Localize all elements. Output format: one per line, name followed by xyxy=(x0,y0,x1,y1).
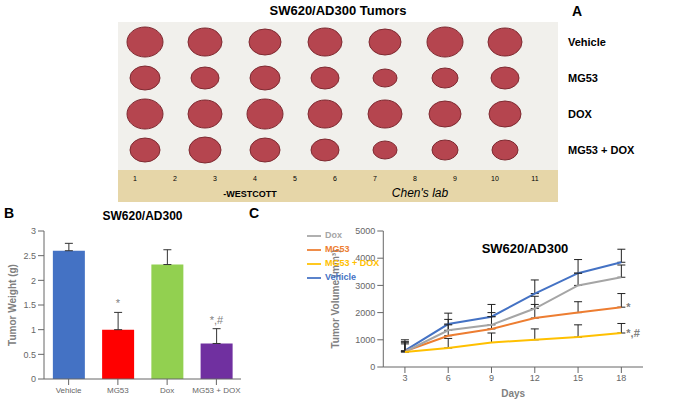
svg-text:10: 10 xyxy=(491,175,499,182)
svg-text:9: 9 xyxy=(453,175,457,182)
svg-text:4000: 4000 xyxy=(355,253,375,263)
svg-text:18: 18 xyxy=(616,373,626,383)
svg-text:*,#: *,# xyxy=(210,314,224,326)
svg-text:2.5: 2.5 xyxy=(23,251,36,261)
svg-text:3: 3 xyxy=(213,175,217,182)
svg-text:0: 0 xyxy=(31,374,36,384)
svg-text:SW620/AD300 Tumors: SW620/AD300 Tumors xyxy=(269,3,406,18)
svg-text:1: 1 xyxy=(31,325,36,335)
svg-text:3000: 3000 xyxy=(355,281,375,291)
svg-text:8: 8 xyxy=(413,175,417,182)
svg-text:4: 4 xyxy=(253,175,257,182)
svg-text:Vehicle: Vehicle xyxy=(56,386,82,395)
svg-text:1: 1 xyxy=(133,175,137,182)
svg-text:3: 3 xyxy=(402,373,407,383)
svg-text:Chen's lab: Chen's lab xyxy=(392,186,449,200)
svg-text:Dox: Dox xyxy=(160,386,174,395)
svg-text:0: 0 xyxy=(370,362,375,372)
svg-text:15: 15 xyxy=(573,373,583,383)
svg-text:3: 3 xyxy=(31,226,36,236)
svg-text:Tumor Weight (g): Tumor Weight (g) xyxy=(7,264,18,346)
svg-text:5000: 5000 xyxy=(355,226,375,236)
svg-text:Vehicle: Vehicle xyxy=(568,36,606,48)
svg-text:6: 6 xyxy=(333,175,337,182)
svg-text:2: 2 xyxy=(173,175,177,182)
svg-text:6: 6 xyxy=(446,373,451,383)
svg-text:5: 5 xyxy=(293,175,297,182)
svg-text:Tumor Volume (mm³): Tumor Volume (mm³) xyxy=(330,249,341,348)
svg-text:12: 12 xyxy=(530,373,540,383)
svg-text:0.5: 0.5 xyxy=(23,350,36,360)
svg-text:*: * xyxy=(116,297,121,309)
svg-text:MG53 + DOX: MG53 + DOX xyxy=(568,144,635,156)
svg-text:2000: 2000 xyxy=(355,308,375,318)
svg-text:1000: 1000 xyxy=(355,335,375,345)
svg-text:7: 7 xyxy=(373,175,377,182)
svg-text:Days: Days xyxy=(501,388,525,399)
svg-text:-WESTCOTT: -WESTCOTT xyxy=(223,189,277,199)
svg-text:2: 2 xyxy=(31,276,36,286)
svg-text:A: A xyxy=(572,3,582,19)
svg-text:*,#: *,# xyxy=(626,327,639,339)
svg-text:*: * xyxy=(626,301,631,313)
svg-text:11: 11 xyxy=(531,175,538,182)
svg-text:MG53: MG53 xyxy=(568,72,598,84)
svg-text:MG53: MG53 xyxy=(107,386,129,395)
svg-text:9: 9 xyxy=(489,373,494,383)
svg-text:MG53 + DOX: MG53 + DOX xyxy=(192,386,241,395)
svg-text:1.5: 1.5 xyxy=(23,300,36,310)
svg-text:DOX: DOX xyxy=(568,108,593,120)
